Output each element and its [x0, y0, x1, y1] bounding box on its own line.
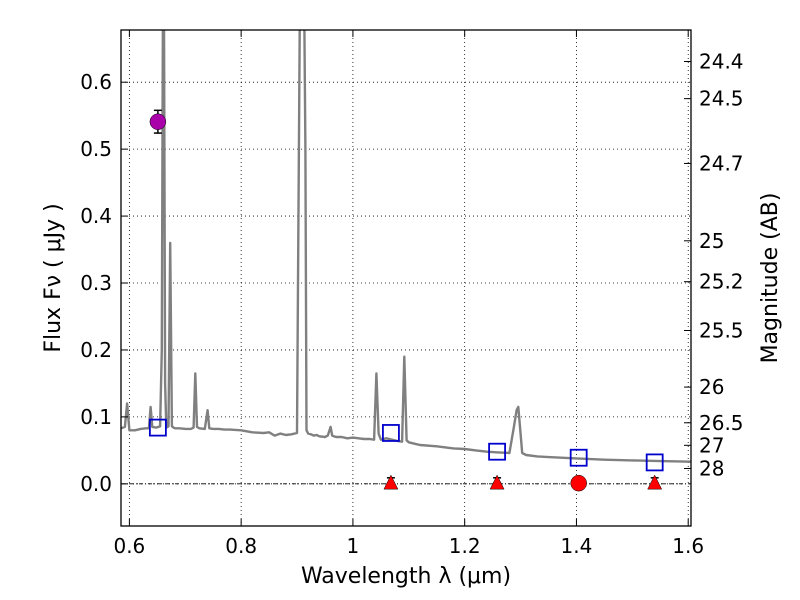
x-tick-label: 1.2: [449, 534, 481, 558]
model-photometry-point: [645, 453, 664, 472]
y2-tick-label: 24.7: [699, 151, 744, 175]
y2-tick-label: 28: [699, 456, 724, 480]
model-photometry-point: [569, 448, 588, 467]
plot-frame: [120, 29, 692, 527]
upper-limit-marker: [647, 474, 663, 490]
plot-area: [121, 30, 691, 492]
spectrum-line: [121, 30, 691, 463]
y-tick-label: 0.3: [80, 271, 112, 295]
y-tick-label: 0.0: [80, 472, 112, 496]
upper-limit-marker: [489, 474, 505, 490]
model-photometry-point: [488, 442, 506, 461]
x-tick-label: 1: [347, 534, 360, 558]
y2-tick-label: 25.5: [699, 318, 744, 342]
upper-limit-marker: [383, 474, 399, 490]
x-axis-label: Wavelength λ (μm): [301, 564, 511, 589]
y-axis-label: Flux Fν ( μJy ): [41, 203, 66, 352]
y-tick-label: 0.4: [80, 204, 112, 228]
y-tick-label: 0.5: [80, 137, 112, 161]
y2-tick-label: 27: [699, 433, 724, 457]
x-tick-label: 0.6: [113, 534, 145, 558]
y2-tick-label: 25.2: [699, 270, 744, 294]
grid: [121, 30, 691, 526]
x-tick-label: 1.6: [672, 534, 704, 558]
y2-tick-label: 24.5: [699, 87, 744, 111]
y-tick-label: 0.2: [80, 338, 112, 362]
y-tick-label: 0.1: [80, 405, 112, 429]
y-tick-label: 0.6: [80, 70, 112, 94]
y2-tick-label: 24.4: [699, 49, 744, 73]
data-point: [149, 113, 167, 130]
axes-ticks: 0.6 0.8 1 1.2 1.4 1.6 0.0 0.1 0.2 0.3 0.4 0.5 0.6 24.…: [80, 30, 744, 558]
y2-tick-label: 26: [699, 375, 724, 399]
data-point: [570, 474, 587, 492]
model-photometry-point: [382, 424, 400, 442]
y2-axis-label: Magnitude (AB): [758, 193, 783, 364]
x-tick-label: 0.8: [225, 534, 257, 558]
y2-tick-label: 26.5: [699, 411, 744, 435]
y2-tick-label: 25: [699, 229, 724, 253]
model-photometry-point: [148, 418, 167, 437]
x-tick-label: 1.4: [561, 534, 593, 558]
